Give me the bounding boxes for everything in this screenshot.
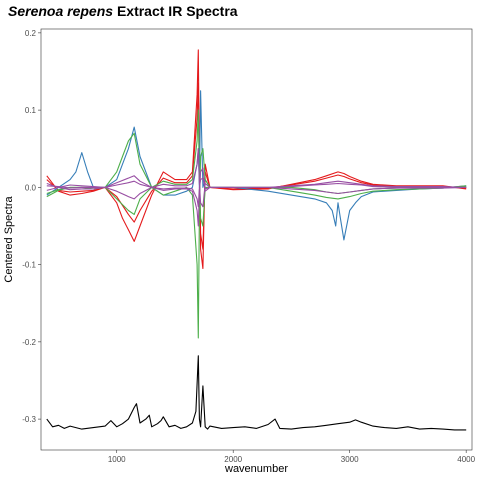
y-tick-label: -0.2 xyxy=(22,338,36,347)
series-line-2 xyxy=(47,91,466,240)
series-line-8 xyxy=(47,356,466,430)
x-tick-label: 1000 xyxy=(108,455,126,464)
series-line-5 xyxy=(47,149,466,207)
x-tick-label: 4000 xyxy=(457,455,475,464)
y-axis-title: Centered Spectra xyxy=(3,196,15,283)
y-tick-label: 0.2 xyxy=(25,29,37,38)
y-tick-label: 0.1 xyxy=(25,106,37,115)
y-tick-label: 0.0 xyxy=(25,183,37,192)
plot-panel xyxy=(41,29,472,450)
series-group xyxy=(47,50,466,430)
series-line-0 xyxy=(47,50,466,269)
x-axis: 1000 2000 3000 4000 xyxy=(108,450,476,464)
x-tick-label: 3000 xyxy=(341,455,359,464)
y-tick-label: -0.1 xyxy=(22,261,36,270)
series-line-4 xyxy=(47,110,466,226)
series-line-3 xyxy=(47,133,466,338)
y-axis: 0.2 0.1 0.0 -0.1 -0.2 -0.3 xyxy=(22,29,41,424)
x-axis-title: wavenumber xyxy=(224,463,288,475)
series-line-1 xyxy=(47,83,466,249)
series-line-6 xyxy=(47,168,466,226)
y-tick-label: -0.3 xyxy=(22,415,36,424)
